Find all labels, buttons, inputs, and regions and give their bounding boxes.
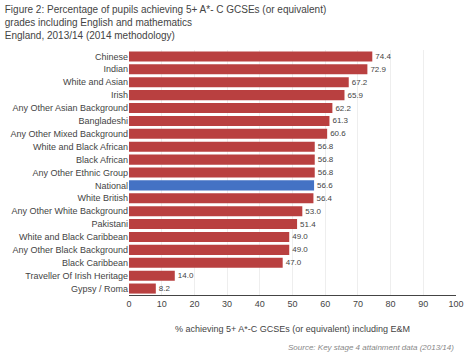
svg-text:53.0: 53.0 [305, 207, 321, 216]
svg-text:67.2: 67.2 [352, 78, 368, 87]
svg-text:80: 80 [386, 299, 396, 309]
svg-text:40: 40 [255, 299, 265, 309]
svg-text:White and Black Caribbean: White and Black Caribbean [19, 232, 128, 242]
svg-text:51.4: 51.4 [300, 220, 316, 229]
svg-text:47.0: 47.0 [286, 258, 302, 267]
svg-text:Black African: Black African [76, 155, 128, 165]
svg-text:49.0: 49.0 [292, 232, 308, 241]
svg-text:White British: White British [77, 193, 128, 203]
svg-text:30: 30 [222, 299, 232, 309]
svg-text:Indian: Indian [103, 64, 128, 74]
svg-text:Source: Key stage 4 attainment: Source: Key stage 4 attainment data (201… [288, 343, 454, 352]
svg-text:Figure 2: Percentage of pupils: Figure 2: Percentage of pupils achieving… [5, 4, 327, 41]
svg-text:White and Black African: White and Black African [33, 142, 128, 152]
svg-text:56.8: 56.8 [318, 142, 334, 151]
svg-text:Any Other Mixed Background: Any Other Mixed Background [10, 129, 128, 139]
svg-text:20: 20 [189, 299, 199, 309]
svg-text:56.6: 56.6 [317, 181, 333, 190]
svg-text:100: 100 [448, 299, 463, 309]
svg-text:56.8: 56.8 [318, 155, 334, 164]
svg-text:8.2: 8.2 [159, 284, 171, 293]
svg-text:14.0: 14.0 [178, 271, 194, 280]
svg-text:90: 90 [418, 299, 428, 309]
svg-text:White and Asian: White and Asian [63, 77, 128, 87]
svg-text:61.3: 61.3 [332, 116, 348, 125]
svg-text:Bangladeshi: Bangladeshi [78, 116, 128, 126]
svg-text:Chinese: Chinese [95, 52, 128, 62]
svg-text:49.0: 49.0 [292, 245, 308, 254]
svg-text:62.2: 62.2 [335, 104, 351, 113]
svg-text:60: 60 [320, 299, 330, 309]
svg-text:70: 70 [353, 299, 363, 309]
svg-text:Any Other White Background: Any Other White Background [11, 206, 128, 216]
svg-text:% achieving 5+ A*-C GCSEs (or: % achieving 5+ A*-C GCSEs (or equivalent… [175, 324, 410, 334]
svg-text:0: 0 [126, 299, 131, 309]
svg-text:74.4: 74.4 [375, 52, 391, 61]
svg-text:72.9: 72.9 [370, 65, 386, 74]
svg-text:50: 50 [287, 299, 297, 309]
svg-text:Irish: Irish [111, 90, 128, 100]
svg-text:60.6: 60.6 [330, 129, 346, 138]
svg-text:10: 10 [157, 299, 167, 309]
svg-text:National: National [95, 181, 128, 191]
svg-text:56.8: 56.8 [318, 168, 334, 177]
svg-text:Any Other Black Background: Any Other Black Background [12, 245, 128, 255]
svg-text:Traveller Of Irish Heritage: Traveller Of Irish Heritage [25, 271, 128, 281]
svg-text:Gypsy / Roma: Gypsy / Roma [71, 284, 128, 294]
svg-text:65.9: 65.9 [347, 91, 363, 100]
svg-text:Pakistani: Pakistani [91, 219, 128, 229]
svg-text:Any Other Asian Background: Any Other Asian Background [12, 103, 128, 113]
svg-text:56.4: 56.4 [316, 194, 332, 203]
svg-text:Any Other Ethnic Group: Any Other Ethnic Group [32, 168, 128, 178]
svg-text:Black Caribbean: Black Caribbean [62, 258, 128, 268]
